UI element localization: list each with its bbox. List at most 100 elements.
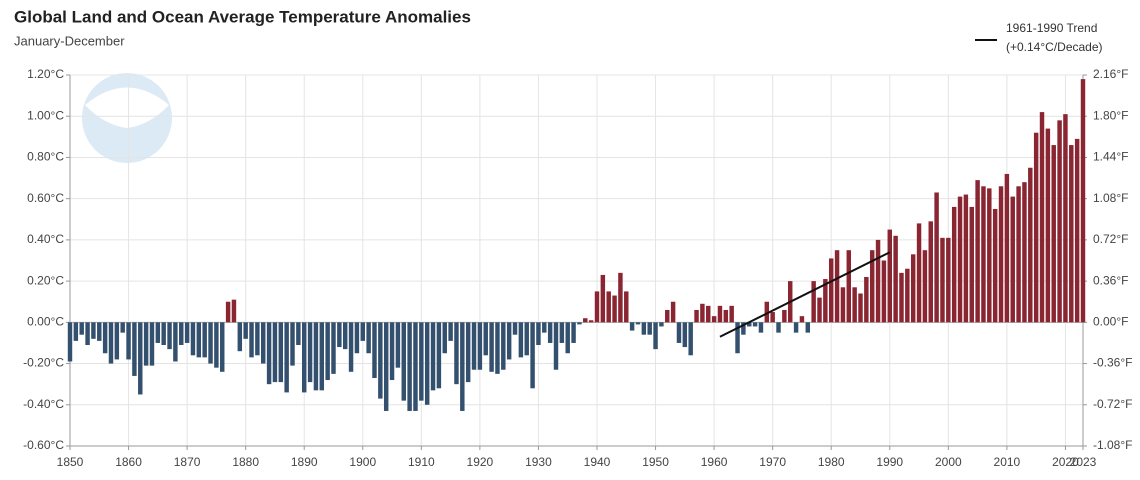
bar <box>881 260 887 323</box>
y2-tick-label: -1.08°F <box>1093 438 1132 452</box>
bar <box>460 322 465 411</box>
bar <box>992 208 998 323</box>
y-tick-label: 0.60°C <box>27 191 64 205</box>
bar <box>869 250 875 323</box>
bar <box>255 322 260 356</box>
bar <box>272 322 278 383</box>
bar <box>261 322 266 364</box>
bar <box>764 301 770 323</box>
x-tick-label: 2023 <box>1070 455 1097 469</box>
bar <box>348 322 354 372</box>
y-tick-label: 0.40°C <box>27 232 64 246</box>
bar <box>366 322 371 354</box>
bar <box>483 322 488 356</box>
bar <box>799 316 805 323</box>
bar <box>688 322 693 356</box>
x-tick-label: 1870 <box>174 455 201 469</box>
y-tick-label: 1.00°C <box>27 108 64 122</box>
bar <box>342 322 348 350</box>
bar <box>747 322 752 327</box>
bar <box>506 322 512 360</box>
bar <box>963 194 969 323</box>
bar <box>512 322 518 335</box>
x-tick-label: 2000 <box>935 455 962 469</box>
bar <box>594 291 600 323</box>
bar <box>559 322 565 343</box>
bar <box>471 322 477 370</box>
bar <box>852 287 857 323</box>
bar <box>530 322 535 389</box>
bar <box>793 322 799 333</box>
bar <box>138 322 143 395</box>
bar <box>325 322 330 381</box>
bar <box>524 322 529 356</box>
bar <box>706 305 711 323</box>
bar <box>571 322 576 343</box>
bar <box>875 239 881 323</box>
bar <box>296 322 301 346</box>
bar <box>600 274 606 323</box>
bar <box>975 180 980 323</box>
bar <box>442 322 447 354</box>
bar <box>922 250 928 323</box>
bar <box>454 322 459 385</box>
bar <box>85 322 90 346</box>
y2-tick-label: 0.72°F <box>1093 232 1128 246</box>
bar <box>73 322 79 341</box>
x-tick-label: 1910 <box>408 455 435 469</box>
bar <box>647 322 652 335</box>
bar <box>858 293 863 323</box>
bar <box>313 322 319 391</box>
x-tick-label: 1990 <box>876 455 903 469</box>
bar <box>893 235 898 323</box>
y2-tick-label: 0.00°F <box>1093 315 1128 329</box>
y-tick-label: -0.20°C <box>23 356 64 370</box>
x-tick-label: 1940 <box>584 455 611 469</box>
bar <box>1028 167 1033 323</box>
bar <box>624 291 629 323</box>
bar <box>395 322 401 368</box>
y2-tick-label: 1.80°F <box>1093 108 1128 122</box>
bar <box>700 303 705 323</box>
bar <box>489 322 494 372</box>
bar <box>899 272 904 323</box>
bar <box>612 295 617 323</box>
bar <box>583 318 588 323</box>
bar <box>430 322 436 391</box>
bar <box>108 322 114 364</box>
bar <box>389 322 395 381</box>
bar <box>811 281 816 323</box>
bar <box>126 322 131 360</box>
bar <box>1045 128 1051 323</box>
bar <box>864 276 869 323</box>
bar <box>237 322 243 352</box>
y-tick-label: -0.60°C <box>23 438 64 452</box>
bar <box>969 206 974 323</box>
bar <box>817 297 822 323</box>
bar <box>161 322 166 346</box>
bar <box>1022 182 1027 323</box>
bar <box>910 254 916 323</box>
bar <box>770 312 775 323</box>
bar <box>208 322 213 364</box>
bar <box>536 322 541 346</box>
y2-tick-label: 1.44°F <box>1093 150 1128 164</box>
bar <box>331 322 336 374</box>
bar <box>518 322 524 358</box>
legend-label: 1961-1990 Trend <box>1006 21 1097 35</box>
x-tick-label: 1860 <box>115 455 142 469</box>
bar <box>823 279 828 323</box>
x-tick-label: 2010 <box>994 455 1021 469</box>
bar <box>828 258 834 323</box>
bar <box>301 322 307 393</box>
bar <box>987 188 992 323</box>
bar <box>717 305 723 323</box>
bar <box>981 186 986 323</box>
bar <box>378 322 383 399</box>
bar <box>132 322 137 376</box>
bar <box>202 322 207 358</box>
bar <box>413 322 418 411</box>
bar <box>290 322 295 366</box>
bar <box>1063 114 1068 323</box>
